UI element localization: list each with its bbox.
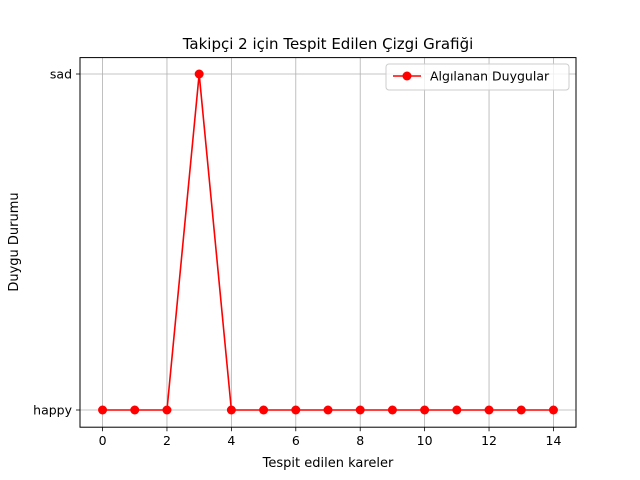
y-axis-label: Duygu Durumu (7, 192, 22, 291)
data-point (452, 405, 462, 415)
series-layer (98, 69, 558, 415)
plot-frame (79, 57, 577, 428)
legend-label: Algılanan Duygular (430, 69, 550, 84)
x-tick-label: 14 (546, 433, 562, 448)
x-tick-label: 6 (292, 433, 300, 448)
data-point (259, 405, 269, 415)
data-point (226, 405, 236, 415)
x-tick-label: 10 (417, 433, 433, 448)
data-point (130, 405, 140, 415)
x-axis-ticks: 0 2 4 6 8 10 12 14 (99, 427, 562, 448)
legend-box (385, 63, 570, 91)
data-point (387, 405, 397, 415)
x-tick-label: 8 (356, 433, 364, 448)
data-point (194, 69, 204, 79)
data-point (516, 405, 526, 415)
data-point (291, 405, 301, 415)
x-tick-label: 12 (481, 433, 497, 448)
data-point (355, 405, 365, 415)
data-point (548, 405, 558, 415)
x-tick-label: 4 (227, 433, 235, 448)
data-point (323, 405, 333, 415)
x-tick-label: 2 (163, 433, 171, 448)
y-axis-ticks: happy sad (33, 67, 80, 418)
y-tick-label: sad (50, 67, 72, 82)
y-tick-label: happy (33, 403, 72, 418)
legend: Algılanan Duygular (385, 63, 570, 91)
data-point (98, 405, 108, 415)
x-axis-label: Tespit edilen kareler (262, 456, 394, 471)
x-tick-label: 0 (99, 433, 107, 448)
data-point (420, 405, 430, 415)
chart-title: Takipçi 2 için Tespit Edilen Çizgi Grafi… (182, 35, 474, 53)
data-point (162, 405, 172, 415)
legend-marker-swatch (402, 71, 412, 81)
data-point (484, 405, 494, 415)
